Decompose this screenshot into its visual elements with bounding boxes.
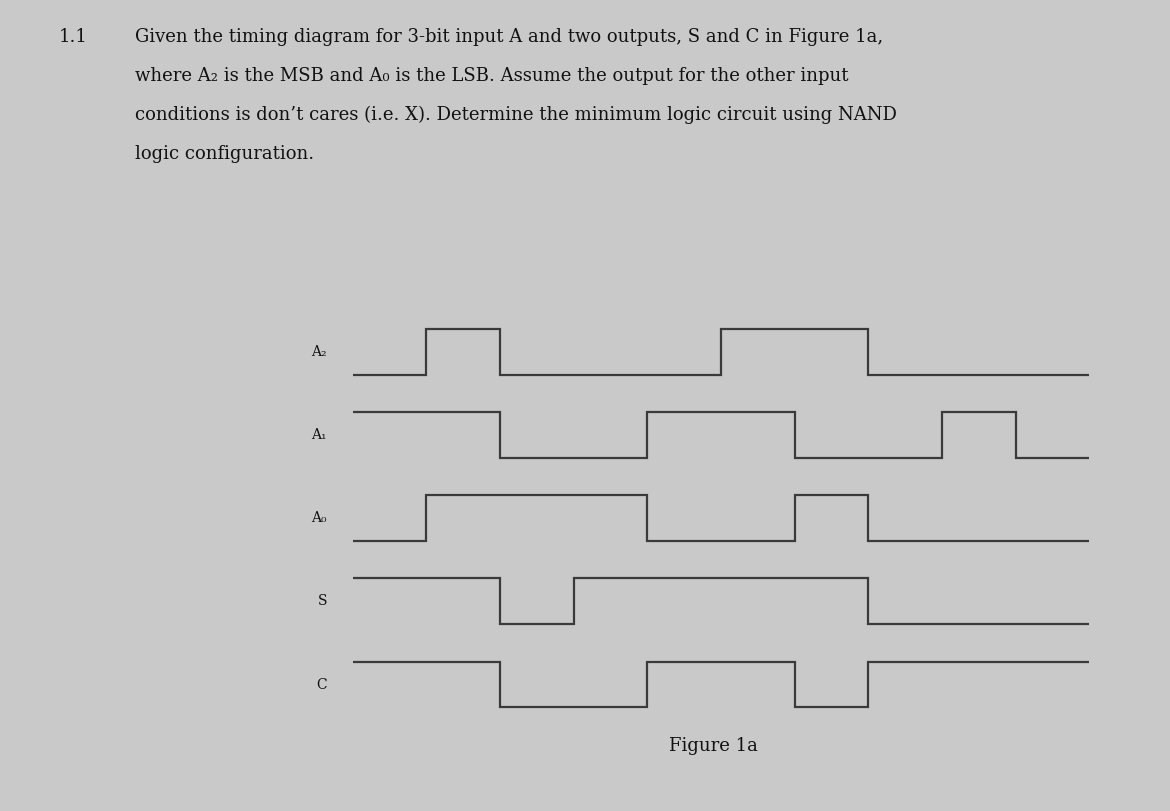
Text: conditions is don’t cares (i.e. X). Determine the minimum logic circuit using NA: conditions is don’t cares (i.e. X). Dete… bbox=[135, 106, 896, 125]
Text: A₀: A₀ bbox=[311, 511, 326, 525]
Text: 1.1: 1.1 bbox=[58, 28, 88, 46]
Text: Given the timing diagram for 3-bit input A and two outputs, S and C in Figure 1a: Given the timing diagram for 3-bit input… bbox=[135, 28, 882, 46]
Text: Figure 1a: Figure 1a bbox=[669, 736, 758, 755]
Text: C: C bbox=[316, 677, 326, 692]
Text: where A₂ is the MSB and A₀ is the LSB. Assume the output for the other input: where A₂ is the MSB and A₀ is the LSB. A… bbox=[135, 67, 848, 85]
Text: A₂: A₂ bbox=[311, 345, 326, 358]
Text: S: S bbox=[317, 594, 326, 608]
Text: A₁: A₁ bbox=[311, 428, 326, 442]
Text: logic configuration.: logic configuration. bbox=[135, 145, 314, 163]
